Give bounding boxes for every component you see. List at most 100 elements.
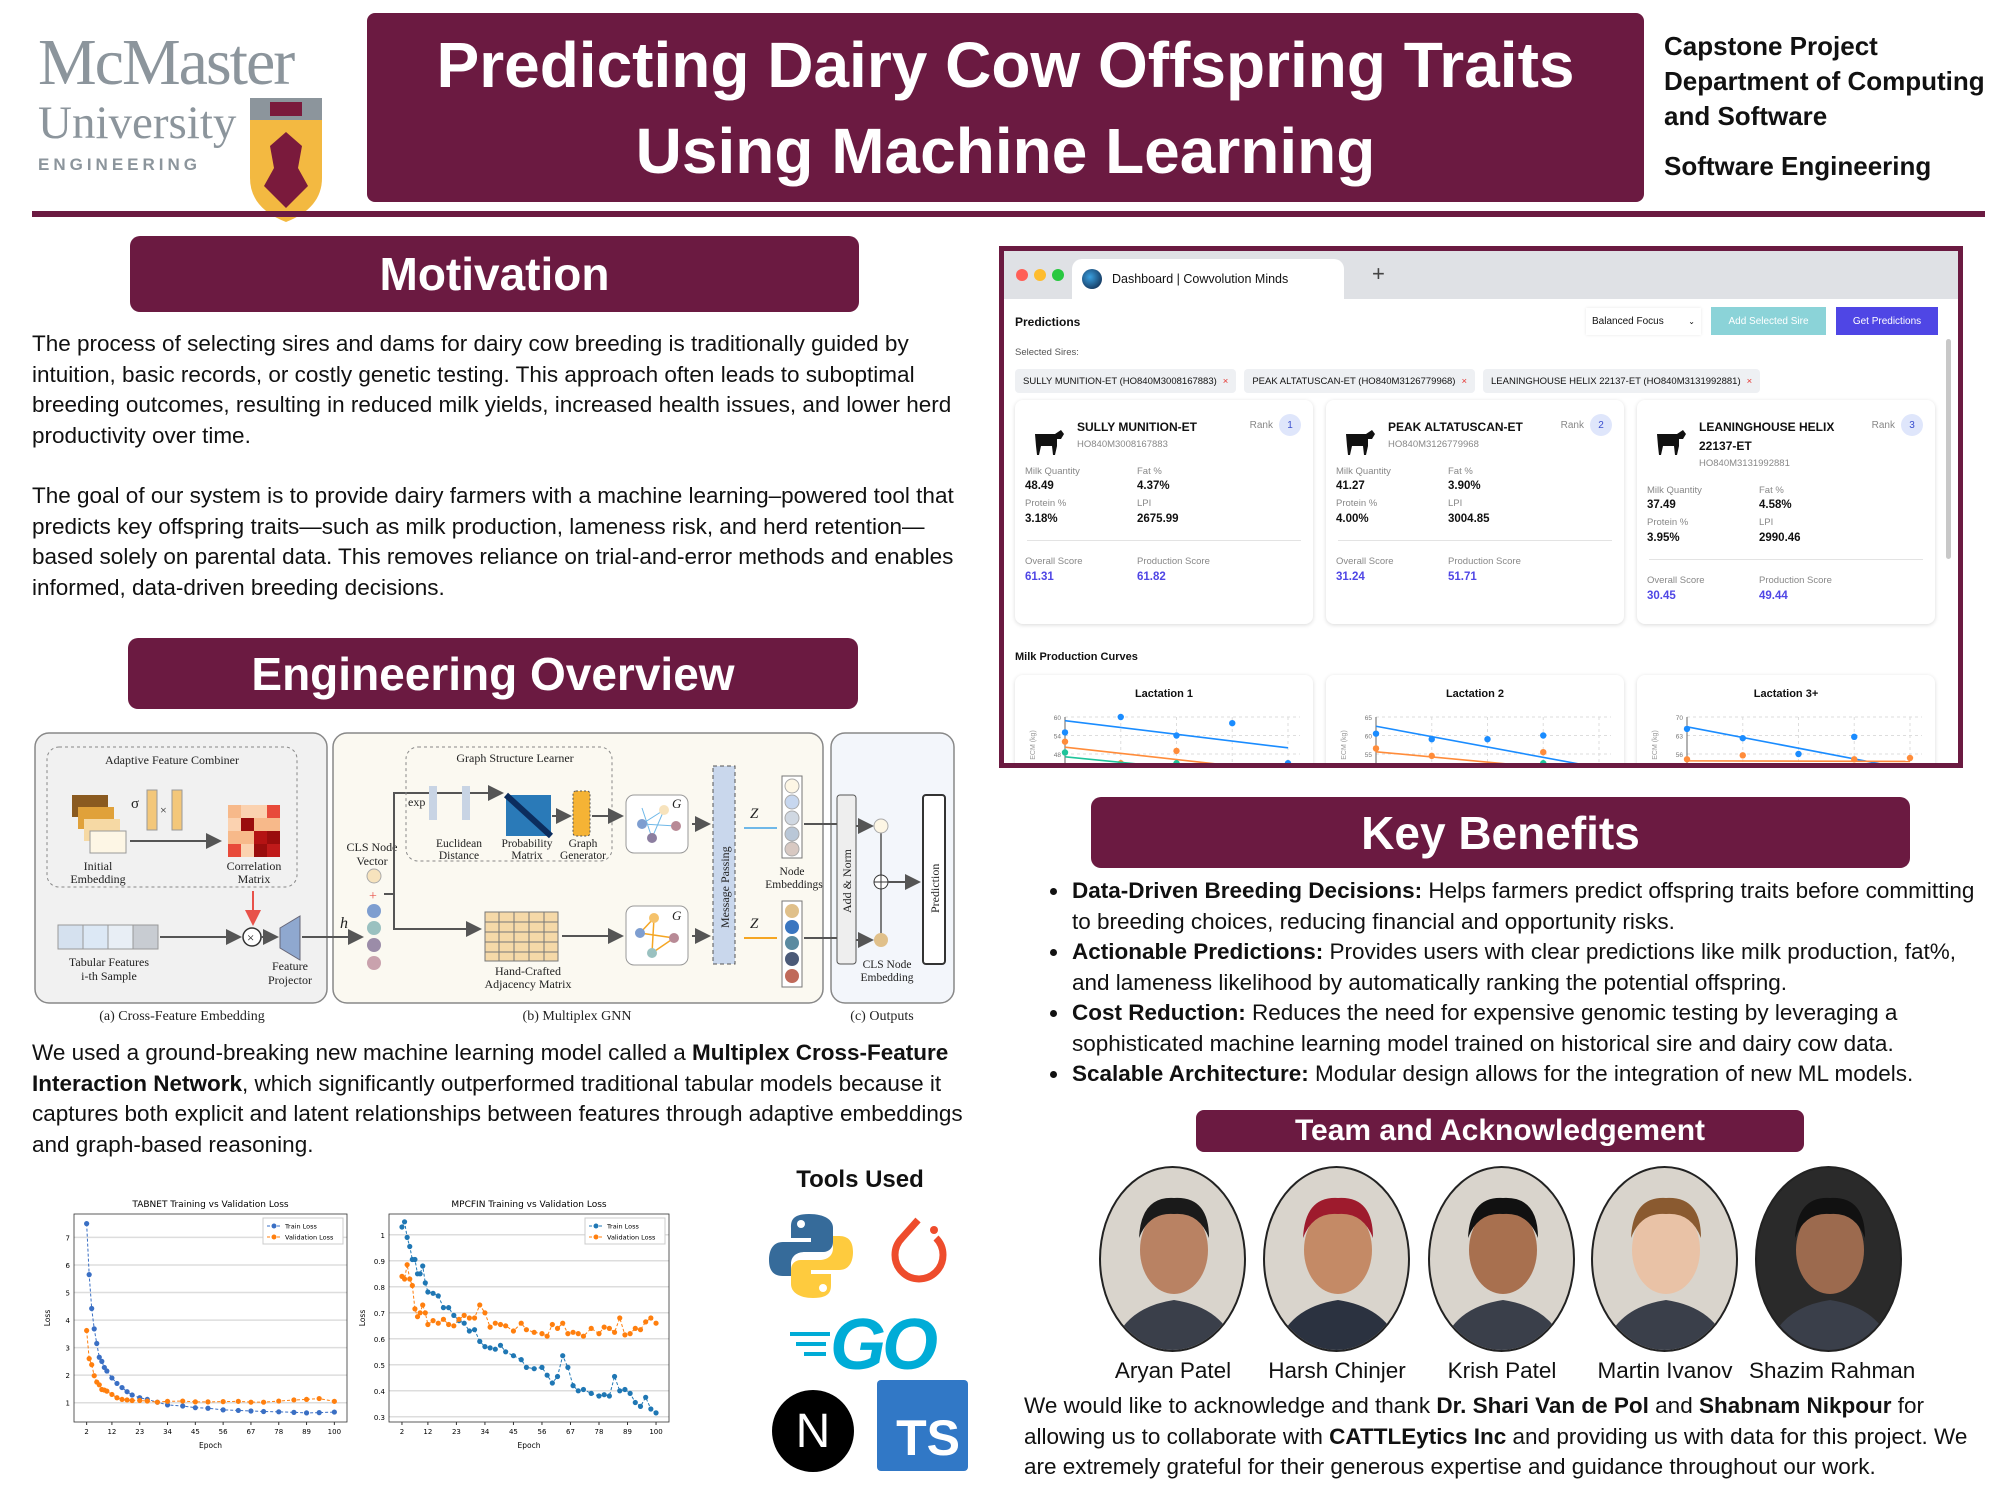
data-point [124,1397,130,1403]
go-icon: GO [790,1305,950,1385]
data-point [606,1393,612,1399]
trend-line-0 [1375,725,1579,763]
data-point [425,1289,431,1295]
data-point [570,1329,576,1335]
data-point [303,1396,310,1403]
feature-projector-shape [279,915,301,961]
data-point [180,1398,186,1404]
add-selected-sire-button[interactable]: Add Selected Sire [1711,307,1826,335]
y-tick-label: 4 [66,1317,71,1325]
data-point [1117,713,1124,721]
x-tick-label: 100 [328,1428,341,1436]
data-point [575,1331,581,1337]
data-point [412,1256,418,1263]
sire-header: PEAK ALTATUSCAN-ET HO840M3126779968 [1388,418,1548,450]
svg-text:Vector: Vector [356,854,387,868]
data-point [1118,766,1124,768]
person-avatar-icon [1604,1197,1729,1350]
tabular-feature-row [57,924,159,950]
data-point [417,1310,423,1316]
svg-text:Adjacency Matrix: Adjacency Matrix [485,977,572,991]
data-point [482,1344,488,1350]
legend-marker [271,1234,277,1240]
maximize-window-button[interactable] [1052,269,1064,281]
cow-icon [1657,430,1686,455]
svg-text:exp: exp [408,795,425,809]
data-point [331,1398,337,1404]
benefit-item: Data-Driven Breeding Decisions: Helps fa… [1042,876,1982,937]
graph-gsl: G [625,794,689,854]
data-point [632,1325,638,1331]
remove-chip-icon[interactable]: × [1746,375,1753,387]
series-line-0 [401,1220,657,1414]
svg-text:Node: Node [780,866,805,878]
overall-score-value: 30.45 [1647,590,1676,602]
data-point [412,1306,418,1312]
production-score-value: 49.44 [1759,590,1788,602]
svg-text:Feature: Feature [272,959,308,973]
remove-chip-icon[interactable]: × [1461,375,1468,387]
new-tab-button[interactable]: + [1372,261,1385,286]
y-tick-label: 7 [66,1234,70,1242]
y-tick-label: 2 [66,1372,70,1380]
data-point [99,1358,105,1364]
x-tick-label: 67 [566,1428,575,1436]
team-heading: Team and Acknowledgement [1196,1110,1804,1152]
tabnet-loss-chart: TABNET Training vs Validation Loss123456… [43,1200,348,1450]
get-predictions-button[interactable]: Get Predictions [1836,307,1938,335]
data-point [1428,736,1435,743]
data-point [86,1356,92,1362]
data-point [466,1315,472,1321]
add-norm-block [836,794,857,965]
remove-chip-icon[interactable]: × [1222,375,1229,387]
caption-c: (c) Outputs [850,1009,913,1024]
person-avatar-icon [1768,1197,1893,1350]
close-window-button[interactable] [1016,269,1028,281]
data-point [477,1338,483,1344]
data-point [466,1328,472,1334]
engineering-heading: Engineering Overview [128,638,858,709]
focus-select[interactable]: Balanced Focus ⌄ [1586,308,1701,335]
data-point [482,1310,488,1316]
team-member-photo [1263,1166,1410,1352]
x-tick-label: 100 [649,1428,662,1436]
caption-a: (a) Cross-Feature Embedding [99,1009,265,1024]
data-point [492,1346,498,1352]
poster-title-line1: Predicting Dairy Cow Offspring Traits [436,28,1575,101]
data-point [1795,750,1802,758]
data-point [84,1221,90,1227]
data-point [1739,734,1746,742]
data-point [109,1391,115,1398]
data-point [471,1327,478,1333]
data-point [119,1384,125,1391]
svg-text:Graph: Graph [569,838,598,850]
scrollbar[interactable] [1946,339,1951,559]
tab-title: Dashboard | Cowvolution Minds [1112,272,1289,286]
data-point [531,1366,537,1372]
y-tick-label: 0.8 [374,1284,385,1292]
data-point [461,1312,467,1318]
data-point [575,1388,581,1394]
x-tick-label: 89 [302,1428,311,1436]
y-tick-label: 0.6 [374,1336,386,1344]
browser-tab-dashboard[interactable]: Dashboard | Cowvolution Minds [1072,259,1344,299]
milk-quantity-value: 41.27 [1336,480,1365,492]
data-point [549,1380,555,1386]
y-tick-label: 56 [1676,752,1684,759]
sire-header: SULLY MUNITION-ET HO840M3008167883 [1077,418,1237,450]
chart-title: MPCFIN Training vs Validation Loss [451,1200,607,1210]
sire-id: HO840M3008167883 [1077,439,1168,450]
data-point [94,1340,100,1347]
minimize-window-button[interactable] [1034,269,1046,281]
data-point [1740,767,1746,768]
y-tick-label: 5 [66,1290,70,1298]
data-point [401,1219,408,1225]
chart-title: TABNET Training vs Validation Loss [131,1200,289,1210]
data-point [440,1305,447,1311]
svg-text:+: + [369,889,377,904]
label-adaptive-feature-combiner: Adaptive Feature Combiner [105,753,239,767]
svg-text:Probability: Probability [501,838,552,850]
legend-label: Train Loss [284,1223,318,1231]
svg-text:Matrix: Matrix [511,850,543,862]
